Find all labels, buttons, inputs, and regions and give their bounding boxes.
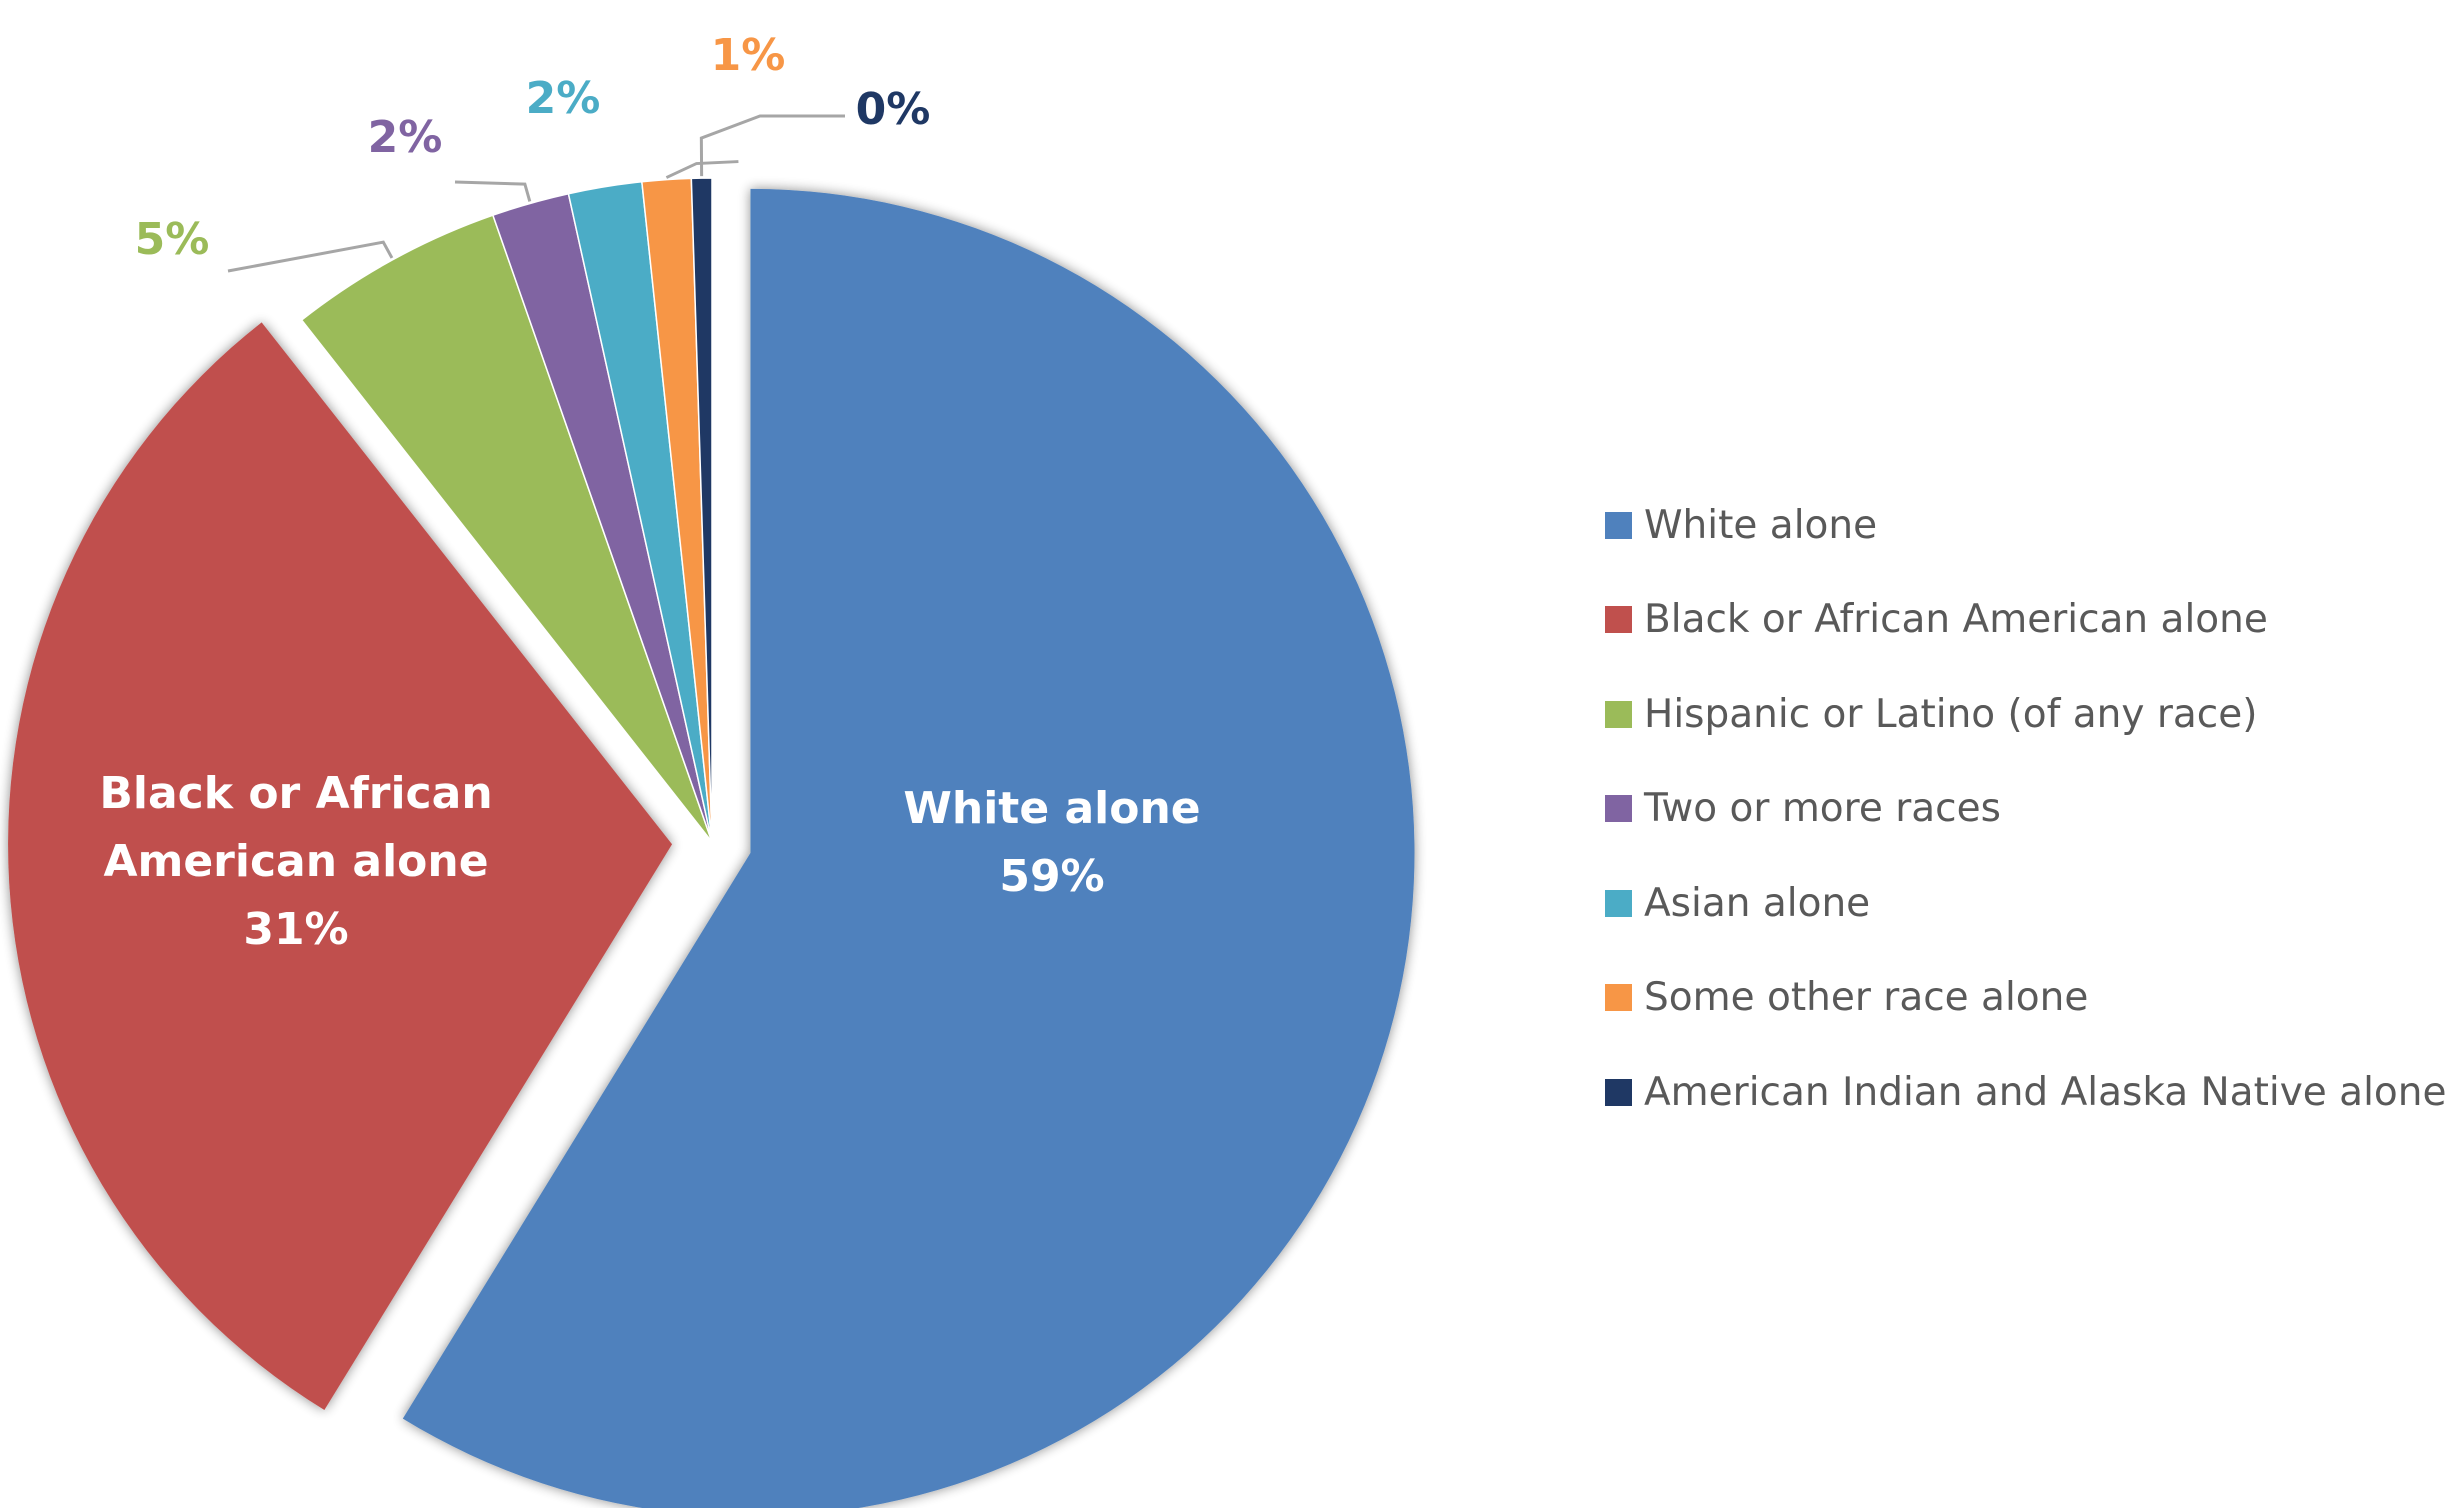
legend-item-some-other-race-alone: Some other race alone [1605,951,2447,1046]
legend-swatch [1605,1078,1632,1106]
data-label-asian-alone: 2% [526,73,601,124]
legend-item-black-or-african-american-alone: Black or African American alone [1605,573,2447,668]
legend-swatch [1605,700,1632,728]
data-labels: White alone 59% Black or African American a… [99,30,1200,955]
legend-swatch [1605,984,1632,1012]
slice-american-indian-and-alaska-native-alone [690,177,713,843]
leader-line-hispanic-or-latino-of-any-race [227,240,394,273]
legend-swatch [1605,511,1632,539]
legend-item-asian-alone: Asian alone [1605,856,2447,951]
legend-label: Two or more races [1644,786,2001,832]
legend-label: Hispanic or Latino (of any race) [1644,691,2258,737]
leader-line-two-or-more-races [454,180,532,202]
legend-item-hispanic-or-latino-of-any-race: Hispanic or Latino (of any race) [1605,667,2447,762]
slice-hispanic-or-latino-of-any-race [300,214,713,843]
data-label-hispanic-or-latino-of-any-race: 5% [135,214,210,265]
legend-item-american-indian-and-alaska-native-alone: American Indian and Alaska Native alone [1605,1045,2447,1140]
legend-label: Asian alone [1644,880,1871,926]
legend-swatch [1605,889,1632,917]
data-label-white-alone: White alone 59% [903,783,1200,902]
leader-lines [227,114,845,273]
legend-swatch [1605,795,1632,823]
legend: White alone Black or African American alo… [1605,478,2447,1140]
data-label-american-indian-and-alaska-native-alone: 0% [856,84,931,135]
leader-line-some-other-race-alone [665,160,739,179]
slice-black-or-african-american-alone [8,322,673,1410]
legend-item-white-alone: White alone [1605,478,2447,573]
legend-label: White alone [1644,502,1878,548]
legend-label: American Indian and Alaska Native alone [1644,1069,2447,1115]
legend-swatch [1605,606,1632,634]
legend-label: Black or African American alone [1644,597,2268,643]
data-label-black-or-african-american-alone: Black or African American alone 31% [99,768,492,955]
leader-line-american-indian-and-alaska-native-alone [699,114,845,177]
slice-white-alone [402,188,1415,1508]
legend-label: Some other race alone [1644,975,2089,1021]
pie-slices [8,177,1415,1508]
data-label-some-other-race-alone: 1% [711,30,786,81]
legend-item-two-or-more-races: Two or more races [1605,762,2447,857]
data-label-two-or-more-races: 2% [368,112,443,163]
